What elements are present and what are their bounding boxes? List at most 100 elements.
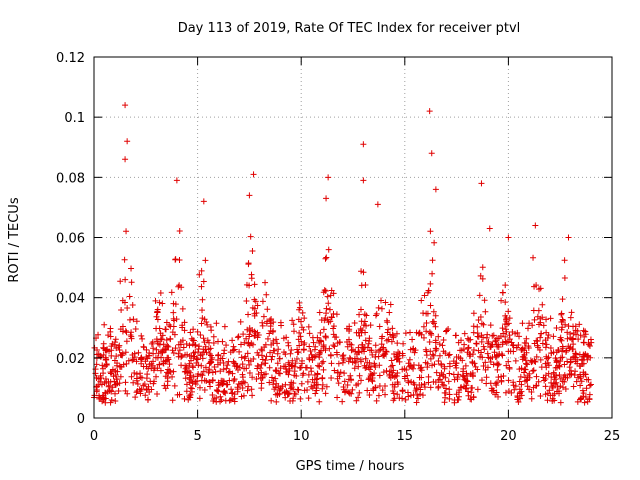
data-point bbox=[123, 228, 130, 235]
data-point bbox=[557, 375, 564, 382]
data-point bbox=[117, 373, 124, 380]
data-point bbox=[415, 395, 422, 402]
data-point bbox=[558, 311, 565, 318]
data-point bbox=[115, 388, 122, 395]
data-point bbox=[198, 362, 205, 369]
data-point bbox=[561, 257, 568, 264]
data-point bbox=[534, 338, 541, 345]
data-point bbox=[482, 308, 489, 315]
data-point bbox=[107, 325, 114, 332]
data-point bbox=[539, 314, 546, 321]
data-point bbox=[348, 347, 355, 354]
data-point bbox=[456, 387, 463, 394]
data-point bbox=[558, 326, 565, 333]
data-point bbox=[533, 373, 540, 380]
data-point bbox=[484, 364, 491, 371]
chart-title: Day 113 of 2019, Rate Of TEC Index for r… bbox=[178, 21, 521, 36]
data-point bbox=[555, 388, 562, 395]
data-point bbox=[259, 319, 266, 326]
data-point bbox=[213, 320, 220, 327]
data-point bbox=[477, 353, 484, 360]
data-point bbox=[122, 327, 129, 334]
data-point bbox=[249, 374, 256, 381]
data-point bbox=[122, 102, 129, 109]
data-point bbox=[446, 370, 453, 377]
data-point bbox=[442, 385, 449, 392]
data-point bbox=[200, 278, 207, 285]
data-point bbox=[196, 343, 203, 350]
data-point bbox=[138, 332, 145, 339]
data-point bbox=[231, 346, 238, 353]
data-point bbox=[221, 388, 228, 395]
data-point bbox=[554, 383, 561, 390]
data-point bbox=[428, 332, 435, 339]
data-point bbox=[571, 372, 578, 379]
data-point bbox=[535, 378, 542, 385]
data-point bbox=[253, 375, 260, 382]
data-point bbox=[266, 317, 273, 324]
data-point bbox=[133, 389, 140, 396]
data-point bbox=[420, 310, 427, 317]
data-point bbox=[469, 384, 476, 391]
data-point bbox=[163, 319, 170, 326]
data-point bbox=[502, 389, 509, 396]
data-point bbox=[170, 300, 177, 307]
data-point bbox=[455, 371, 462, 378]
data-point bbox=[209, 354, 216, 361]
data-point bbox=[502, 326, 509, 333]
data-point bbox=[439, 381, 446, 388]
data-point bbox=[580, 339, 587, 346]
data-point bbox=[411, 381, 418, 388]
data-point bbox=[234, 388, 241, 395]
data-point bbox=[532, 358, 539, 365]
data-point bbox=[315, 362, 321, 369]
data-point bbox=[235, 333, 242, 340]
data-point bbox=[240, 392, 247, 399]
data-point bbox=[514, 394, 521, 401]
data-point bbox=[306, 343, 313, 350]
data-point bbox=[161, 382, 168, 389]
data-point bbox=[295, 316, 302, 323]
data-point bbox=[264, 306, 271, 313]
data-point bbox=[181, 395, 188, 402]
data-point bbox=[393, 356, 400, 363]
data-point bbox=[570, 346, 577, 353]
data-point bbox=[107, 399, 114, 406]
data-point bbox=[172, 256, 179, 263]
data-point bbox=[481, 346, 488, 353]
data-point bbox=[186, 342, 193, 349]
data-point bbox=[566, 364, 573, 371]
data-point bbox=[324, 293, 331, 300]
y-tick-label: 0.1 bbox=[64, 111, 85, 126]
data-point bbox=[421, 384, 428, 391]
data-point bbox=[198, 371, 205, 378]
data-point bbox=[479, 275, 486, 282]
data-point bbox=[175, 341, 182, 348]
data-point bbox=[439, 342, 446, 349]
data-point bbox=[557, 399, 564, 406]
data-point bbox=[170, 309, 177, 316]
data-point bbox=[492, 380, 499, 387]
data-point bbox=[192, 342, 199, 349]
data-point bbox=[388, 338, 395, 345]
data-point bbox=[120, 361, 127, 368]
data-point bbox=[298, 380, 305, 387]
data-point bbox=[460, 346, 467, 353]
data-point bbox=[533, 382, 540, 389]
data-point bbox=[390, 333, 397, 340]
data-point bbox=[524, 383, 531, 390]
data-point bbox=[112, 390, 119, 397]
data-point bbox=[379, 333, 386, 340]
data-point bbox=[584, 356, 591, 363]
data-point bbox=[291, 390, 298, 397]
data-point bbox=[330, 331, 337, 338]
data-point bbox=[505, 358, 512, 365]
data-point bbox=[453, 332, 460, 339]
data-point bbox=[100, 370, 107, 377]
data-point bbox=[176, 257, 183, 264]
data-point bbox=[357, 306, 364, 313]
data-point bbox=[585, 353, 592, 360]
data-point bbox=[477, 313, 484, 320]
data-point bbox=[420, 334, 427, 341]
data-point bbox=[165, 354, 172, 361]
